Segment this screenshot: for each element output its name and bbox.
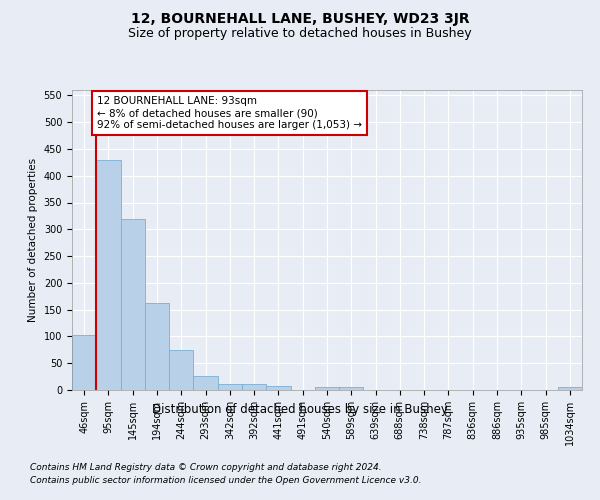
Bar [169,350,193,390]
Bar [242,384,266,390]
Text: 12 BOURNEHALL LANE: 93sqm
← 8% of detached houses are smaller (90)
92% of semi-d: 12 BOURNEHALL LANE: 93sqm ← 8% of detach… [97,96,362,130]
Bar [96,160,121,390]
Bar [145,302,169,390]
Bar [339,388,364,390]
Bar [72,335,96,390]
Bar [558,388,582,390]
Y-axis label: Number of detached properties: Number of detached properties [28,158,38,322]
Bar [121,218,145,390]
Text: Distribution of detached houses by size in Bushey: Distribution of detached houses by size … [152,402,448,415]
Bar [266,386,290,390]
Bar [193,376,218,390]
Text: 12, BOURNEHALL LANE, BUSHEY, WD23 3JR: 12, BOURNEHALL LANE, BUSHEY, WD23 3JR [131,12,469,26]
Text: Size of property relative to detached houses in Bushey: Size of property relative to detached ho… [128,28,472,40]
Bar [315,388,339,390]
Bar [218,384,242,390]
Text: Contains HM Land Registry data © Crown copyright and database right 2024.: Contains HM Land Registry data © Crown c… [30,464,382,472]
Text: Contains public sector information licensed under the Open Government Licence v3: Contains public sector information licen… [30,476,421,485]
